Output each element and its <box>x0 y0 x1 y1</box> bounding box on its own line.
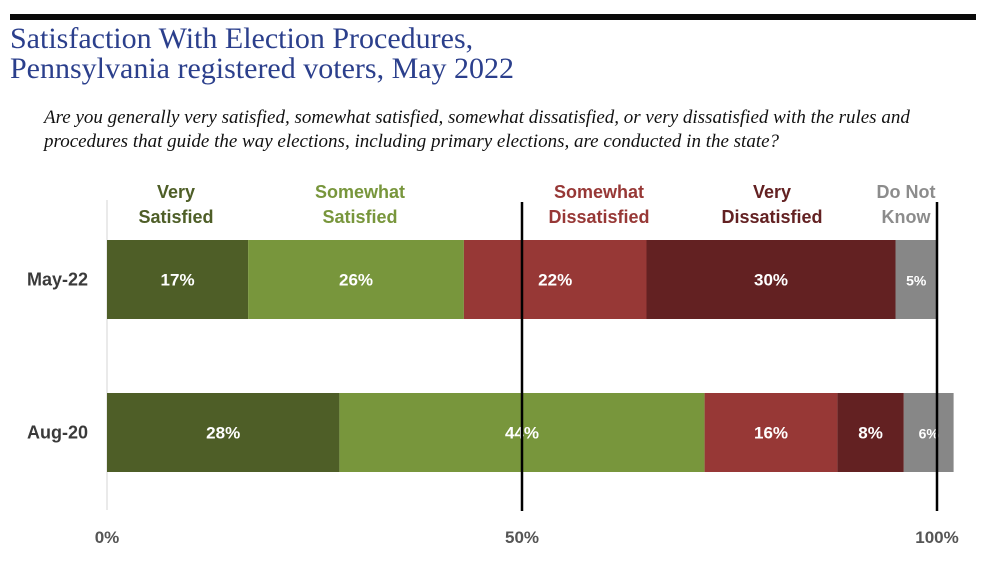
legend-label: Very Dissatisfied <box>721 182 823 227</box>
bar-segment <box>646 240 896 319</box>
bar-segment <box>837 393 904 472</box>
category-label: May-22 <box>27 270 88 290</box>
bar-segment <box>463 240 647 319</box>
data-label: 16% <box>754 424 788 443</box>
data-label: 8% <box>858 424 883 443</box>
bar-segment <box>704 393 838 472</box>
legend-label: Very Satisfied <box>138 182 214 227</box>
x-tick-label: 100% <box>915 528 958 547</box>
x-tick-label: 50% <box>505 528 539 547</box>
data-label: 17% <box>161 271 195 290</box>
data-label: 28% <box>206 424 240 443</box>
bar-segment <box>903 393 954 472</box>
bar-segment <box>107 393 340 472</box>
bar-segment <box>895 240 937 319</box>
data-label: 30% <box>754 271 788 290</box>
top-rule <box>10 14 976 20</box>
legend-label: Somewhat Satisfied <box>314 182 406 227</box>
data-label: 22% <box>538 271 572 290</box>
data-label: 6% <box>919 426 940 442</box>
x-tick-label: 0% <box>95 528 120 547</box>
survey-question: Are you generally very satisfied, somewh… <box>44 107 910 152</box>
legend-label: Do Not Know <box>876 182 936 227</box>
bar-segment <box>107 240 249 319</box>
legend-label: Somewhat Dissatisfied <box>548 182 650 227</box>
chart-title: Satisfaction With Election Procedures, P… <box>10 22 515 85</box>
data-label: 26% <box>339 271 373 290</box>
data-label: 5% <box>906 273 927 289</box>
category-label: Aug-20 <box>27 423 88 443</box>
bar-segment <box>248 240 464 319</box>
